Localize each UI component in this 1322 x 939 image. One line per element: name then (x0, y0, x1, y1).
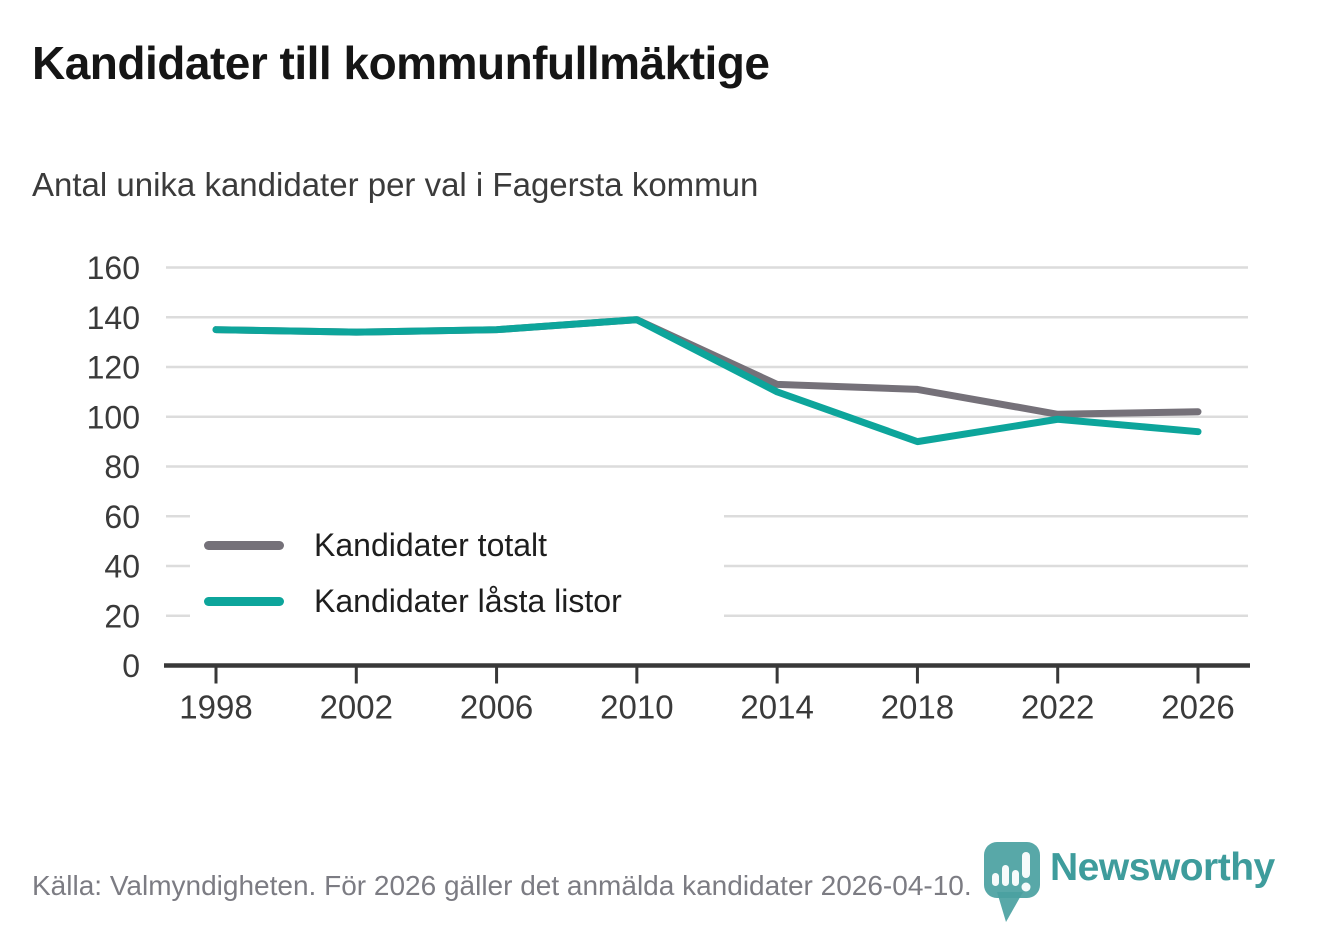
y-tick-label-160: 160 (87, 250, 140, 286)
line-series-1 (212, 316, 1202, 446)
x-tick-label-2018: 2018 (881, 689, 954, 726)
x-tick-label-2006: 2006 (460, 689, 533, 726)
newsworthy-wordmark: Newsworthy (1050, 846, 1275, 889)
y-tick-label-0: 0 (122, 648, 140, 684)
newsworthy-pin-icon (984, 842, 1040, 922)
y-tick-label-40: 40 (104, 549, 140, 585)
x-tick-label-2010: 2010 (600, 689, 673, 726)
x-tick-label-2014: 2014 (740, 689, 813, 726)
legend-swatch-totalt (204, 540, 284, 550)
source-note: Källa: Valmyndigheten. För 2026 gäller d… (32, 870, 972, 901)
newsworthy-logo: Newsworthy (982, 840, 1275, 926)
legend-label-lasta-listor: Kandidater låsta listor (314, 582, 622, 619)
chart-subtitle: Antal unika kandidater per val i Fagerst… (32, 166, 759, 203)
y-tick-label-20: 20 (104, 598, 140, 634)
x-tick-label-2002: 2002 (320, 689, 393, 726)
x-tick-label-2022: 2022 (1021, 689, 1094, 726)
y-tick-label-120: 120 (87, 350, 140, 386)
chart-legend: Kandidater totalt Kandidater låsta listo… (190, 508, 724, 638)
legend-item-totalt: Kandidater totalt (190, 524, 724, 566)
y-tick-label-80: 80 (104, 449, 140, 485)
y-tick-label-140: 140 (87, 300, 140, 336)
x-tick-label-1998: 1998 (179, 689, 252, 726)
legend-item-lasta-listor: Kandidater låsta listor (190, 580, 724, 622)
page-title: Kandidater till kommunfullmäktige (32, 37, 770, 89)
y-tick-label-100: 100 (87, 399, 140, 435)
y-tick-label-60: 60 (104, 499, 140, 535)
x-tick-label-2026: 2026 (1161, 689, 1234, 726)
legend-label-totalt: Kandidater totalt (314, 526, 548, 563)
legend-swatch-lasta-listor (204, 596, 284, 606)
